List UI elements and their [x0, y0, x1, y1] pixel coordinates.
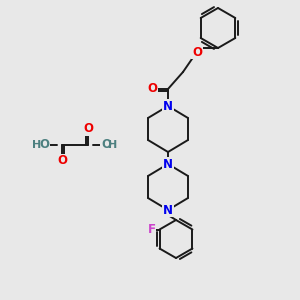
Text: O: O [39, 139, 49, 152]
Text: H: H [108, 140, 118, 150]
Text: N: N [163, 203, 173, 217]
Text: F: F [148, 223, 155, 236]
Text: O: O [101, 139, 111, 152]
Text: N: N [163, 100, 173, 112]
Text: O: O [147, 82, 157, 95]
Text: N: N [163, 158, 173, 170]
Text: N: N [163, 158, 173, 170]
Text: N: N [163, 100, 173, 112]
Text: O: O [83, 122, 93, 136]
Text: O: O [57, 154, 67, 167]
Text: O: O [192, 46, 202, 59]
Text: H: H [32, 140, 42, 150]
